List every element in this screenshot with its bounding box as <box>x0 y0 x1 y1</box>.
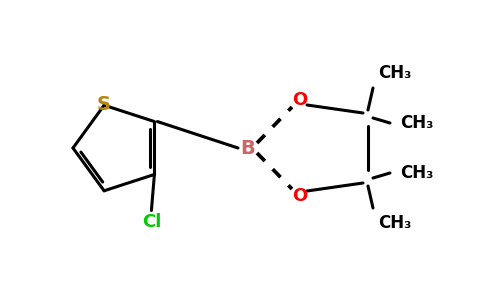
Text: CH₃: CH₃ <box>400 164 433 182</box>
Text: Cl: Cl <box>142 214 161 232</box>
Text: O: O <box>292 187 308 205</box>
Text: S: S <box>97 95 111 114</box>
Text: CH₃: CH₃ <box>378 214 411 232</box>
Text: CH₃: CH₃ <box>378 64 411 82</box>
Text: O: O <box>292 91 308 109</box>
Text: CH₃: CH₃ <box>400 114 433 132</box>
Text: B: B <box>241 139 256 158</box>
